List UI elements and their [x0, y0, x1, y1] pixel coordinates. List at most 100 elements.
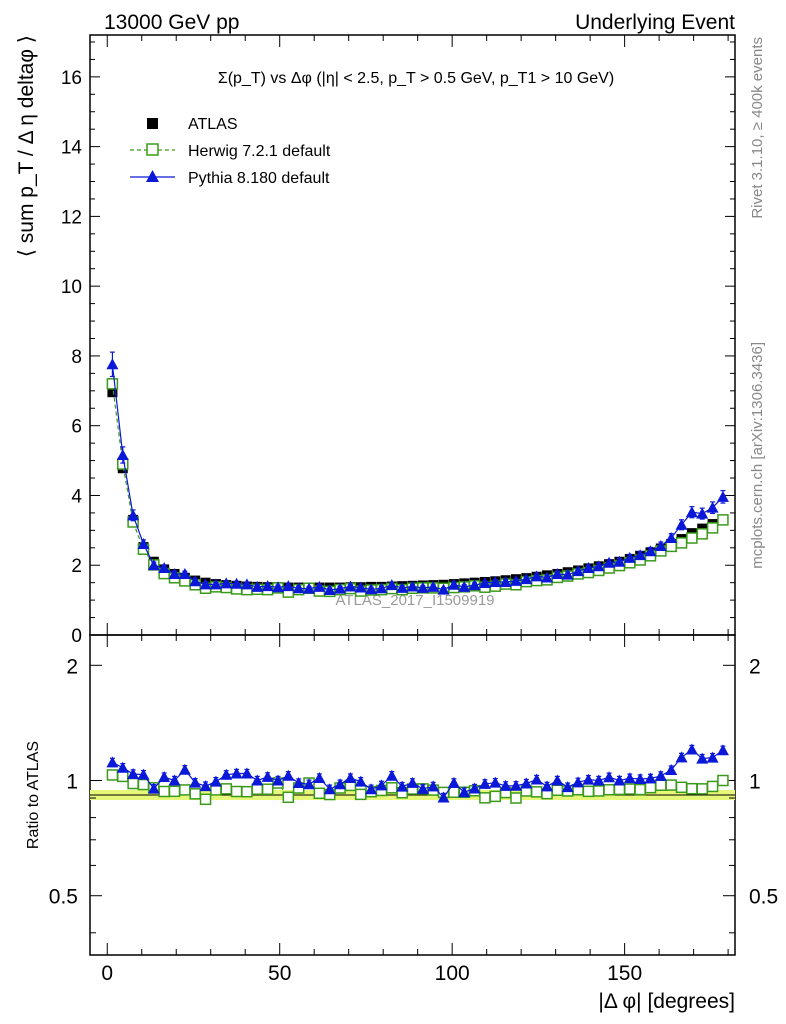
lower-axes: 0.5 0.5 1 1 2 2 0 50 100 150: [49, 635, 778, 985]
upper-y-tick-label: 6: [71, 417, 82, 438]
pythia-point: [613, 555, 626, 567]
legend-pythia-label: Pythia 8.180 default: [188, 170, 330, 187]
pythia-point: [271, 774, 284, 786]
pythia-point: [489, 575, 502, 587]
pythia-point: [665, 764, 678, 776]
pythia-point: [365, 583, 378, 595]
pythia-point: [437, 791, 450, 803]
pythia-point: [634, 549, 647, 561]
herwig-point: [158, 785, 170, 798]
herwig-point: [706, 522, 719, 534]
pythia-point: [189, 575, 202, 587]
lower-y-tick-label-right: 0.5: [749, 886, 778, 909]
herwig-point: [489, 790, 502, 803]
herwig-point: [106, 769, 119, 781]
pythia-point: [354, 775, 367, 787]
herwig-point: [696, 528, 708, 540]
legend-atlas-marker: [147, 118, 158, 129]
lower-y-tick-label-right: 2: [749, 655, 761, 678]
pythia-point: [313, 580, 326, 592]
herwig-point: [106, 378, 119, 390]
pythia-point: [696, 752, 709, 764]
pythia-point: [251, 774, 264, 786]
pythia-point: [168, 774, 181, 786]
pythia-point: [323, 584, 336, 595]
pythia-point: [478, 777, 491, 789]
pythia-point: [572, 776, 585, 788]
herwig-point: [261, 783, 274, 795]
herwig-point: [717, 774, 729, 787]
herwig-point: [603, 783, 615, 796]
pythia-point: [116, 761, 129, 773]
plot-title: Σ(p_T) vs Δφ (|η| < 2.5, p_T > 0.5 GeV, …: [218, 70, 614, 87]
herwig-point: [127, 777, 139, 790]
pythia-point: [468, 782, 481, 794]
herwig-point: [634, 783, 646, 796]
pythia-point: [137, 537, 150, 549]
pythia-point: [613, 774, 626, 786]
pythia-point: [623, 772, 636, 784]
pythia-point: [137, 768, 150, 780]
herwig-point: [717, 514, 729, 526]
upper-data: [106, 351, 729, 598]
atlas-point: [107, 387, 118, 398]
herwig-point: [479, 792, 491, 804]
pythia-point: [561, 781, 574, 793]
pythia-point: [178, 763, 191, 775]
pythia-point: [530, 773, 543, 785]
pythia-point: [675, 518, 688, 530]
pythia-point: [685, 743, 698, 755]
pythia-point: [592, 560, 605, 572]
upper-panel: 0 2 4 6 8 10 12 14 16 ⟨ sum p_T / Δ η deltaφ ⟩ A…: [15, 34, 736, 647]
pythia-point: [551, 774, 564, 786]
pythia-point: [106, 756, 119, 768]
pythia-point: [334, 778, 347, 790]
pythia-point: [582, 773, 595, 785]
herwig-point: [282, 791, 295, 804]
pythia-point: [541, 780, 554, 792]
x-tick-label: 150: [607, 962, 642, 985]
x-tick-label: 0: [101, 962, 113, 985]
pythia-point: [675, 751, 688, 763]
herwig-point: [386, 782, 398, 794]
upper-y-tick-label: 10: [61, 277, 82, 298]
herwig-point: [137, 778, 150, 791]
pythia-point: [158, 771, 171, 783]
side-label-rivet: Rivet 3.1.10, ≥ 400k events: [749, 37, 766, 219]
pythia-point: [209, 775, 222, 787]
herwig-point: [117, 770, 129, 783]
lower-y-tick-label-right: 1: [749, 771, 761, 794]
pythia-point: [561, 568, 574, 580]
pythia-point: [520, 777, 533, 789]
pythia-point: [468, 579, 481, 591]
pythia-point: [282, 769, 295, 781]
lower-y-tick-label: 1: [66, 771, 78, 794]
pythia-point: [509, 779, 522, 791]
pythia-point: [303, 582, 316, 594]
pythia-point: [344, 772, 357, 784]
pythia-point: [458, 786, 471, 798]
pythia-point: [354, 581, 367, 593]
herwig-point: [675, 781, 688, 794]
watermark: ATLAS_2017_I1509919: [335, 592, 494, 609]
herwig-point: [593, 785, 605, 797]
pythia-point: [240, 767, 253, 779]
pythia-point: [199, 780, 212, 792]
side-label-mcplots: mcplots.cern.ch [arXiv:1306.3436]: [749, 342, 766, 569]
herwig-point: [313, 787, 326, 800]
legend-pythia-marker: [146, 170, 159, 182]
herwig-point: [655, 779, 667, 791]
herwig-point: [551, 784, 564, 797]
pythia-point: [489, 776, 502, 788]
pythia-point: [158, 562, 171, 574]
upper-y-tick-label: 12: [61, 207, 82, 228]
pythia-point: [240, 578, 253, 590]
pythia-point: [696, 507, 709, 519]
pythia-point: [706, 751, 719, 763]
herwig-point: [510, 792, 522, 804]
pythia-point: [209, 578, 222, 590]
pythia-point: [396, 581, 409, 593]
pythia-point: [199, 578, 212, 590]
legend: ATLAS Herwig 7.2.1 default Pythia 8.180 …: [130, 116, 331, 187]
